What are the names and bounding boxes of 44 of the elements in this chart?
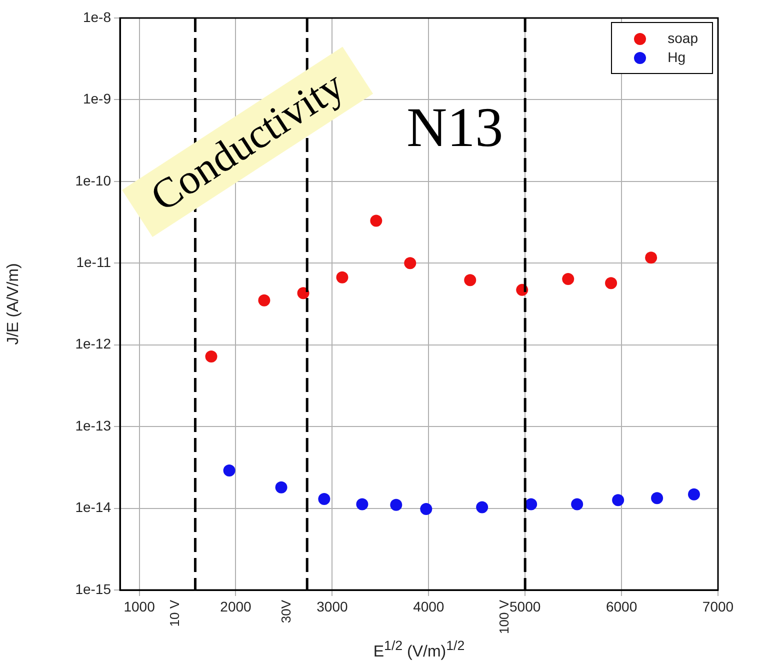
point [651, 492, 664, 504]
y-tick-label: 1e-15 [75, 580, 112, 597]
annotation: N13 [406, 97, 504, 159]
point [336, 271, 348, 284]
point [571, 498, 584, 510]
point [390, 498, 402, 511]
legend-label: soap [668, 29, 698, 48]
x-axis-title: E$^{1/2}$ (V/m)$^{1/2}$ [372, 638, 466, 661]
point [404, 257, 416, 270]
point [223, 464, 236, 476]
point [464, 274, 476, 286]
x-tick-label: 1000 [124, 598, 156, 614]
y-tick-label: 1e-8 [82, 8, 112, 25]
y-tick-label: 1e-10 [75, 172, 112, 188]
point [370, 214, 382, 227]
point [297, 287, 310, 300]
point [420, 503, 432, 516]
y-tick-label: 1e-11 [76, 254, 112, 270]
point [525, 498, 538, 510]
x-tick-label: 6000 [606, 598, 638, 614]
y-tick-label: 1e-9 [82, 90, 112, 107]
x-tick-label: 5000 [510, 598, 541, 614]
point [605, 277, 618, 290]
point [688, 488, 700, 500]
point [275, 481, 288, 494]
point [258, 294, 270, 306]
x-tick-label: 3000 [316, 598, 348, 614]
x-tick-label: 4000 [413, 598, 444, 614]
x-tick-label: 7000 [702, 598, 734, 614]
ref-line-label: 10 V [166, 600, 182, 627]
y-tick-label: 1e-14 [75, 499, 112, 516]
point [645, 252, 658, 264]
ref-line-label: 30V [278, 600, 294, 624]
y-tick-label: 1e-13 [75, 417, 112, 434]
y-axis-title: J/E (A/V/m) [5, 263, 22, 345]
point [476, 501, 488, 514]
legend-label: Hg [668, 48, 686, 67]
point [356, 498, 368, 510]
x-tick-label: 2000 [220, 598, 252, 614]
y-tick-label: 1e-12 [75, 336, 112, 352]
point [562, 272, 574, 285]
point [205, 350, 218, 363]
point [612, 494, 624, 506]
point [318, 492, 330, 505]
